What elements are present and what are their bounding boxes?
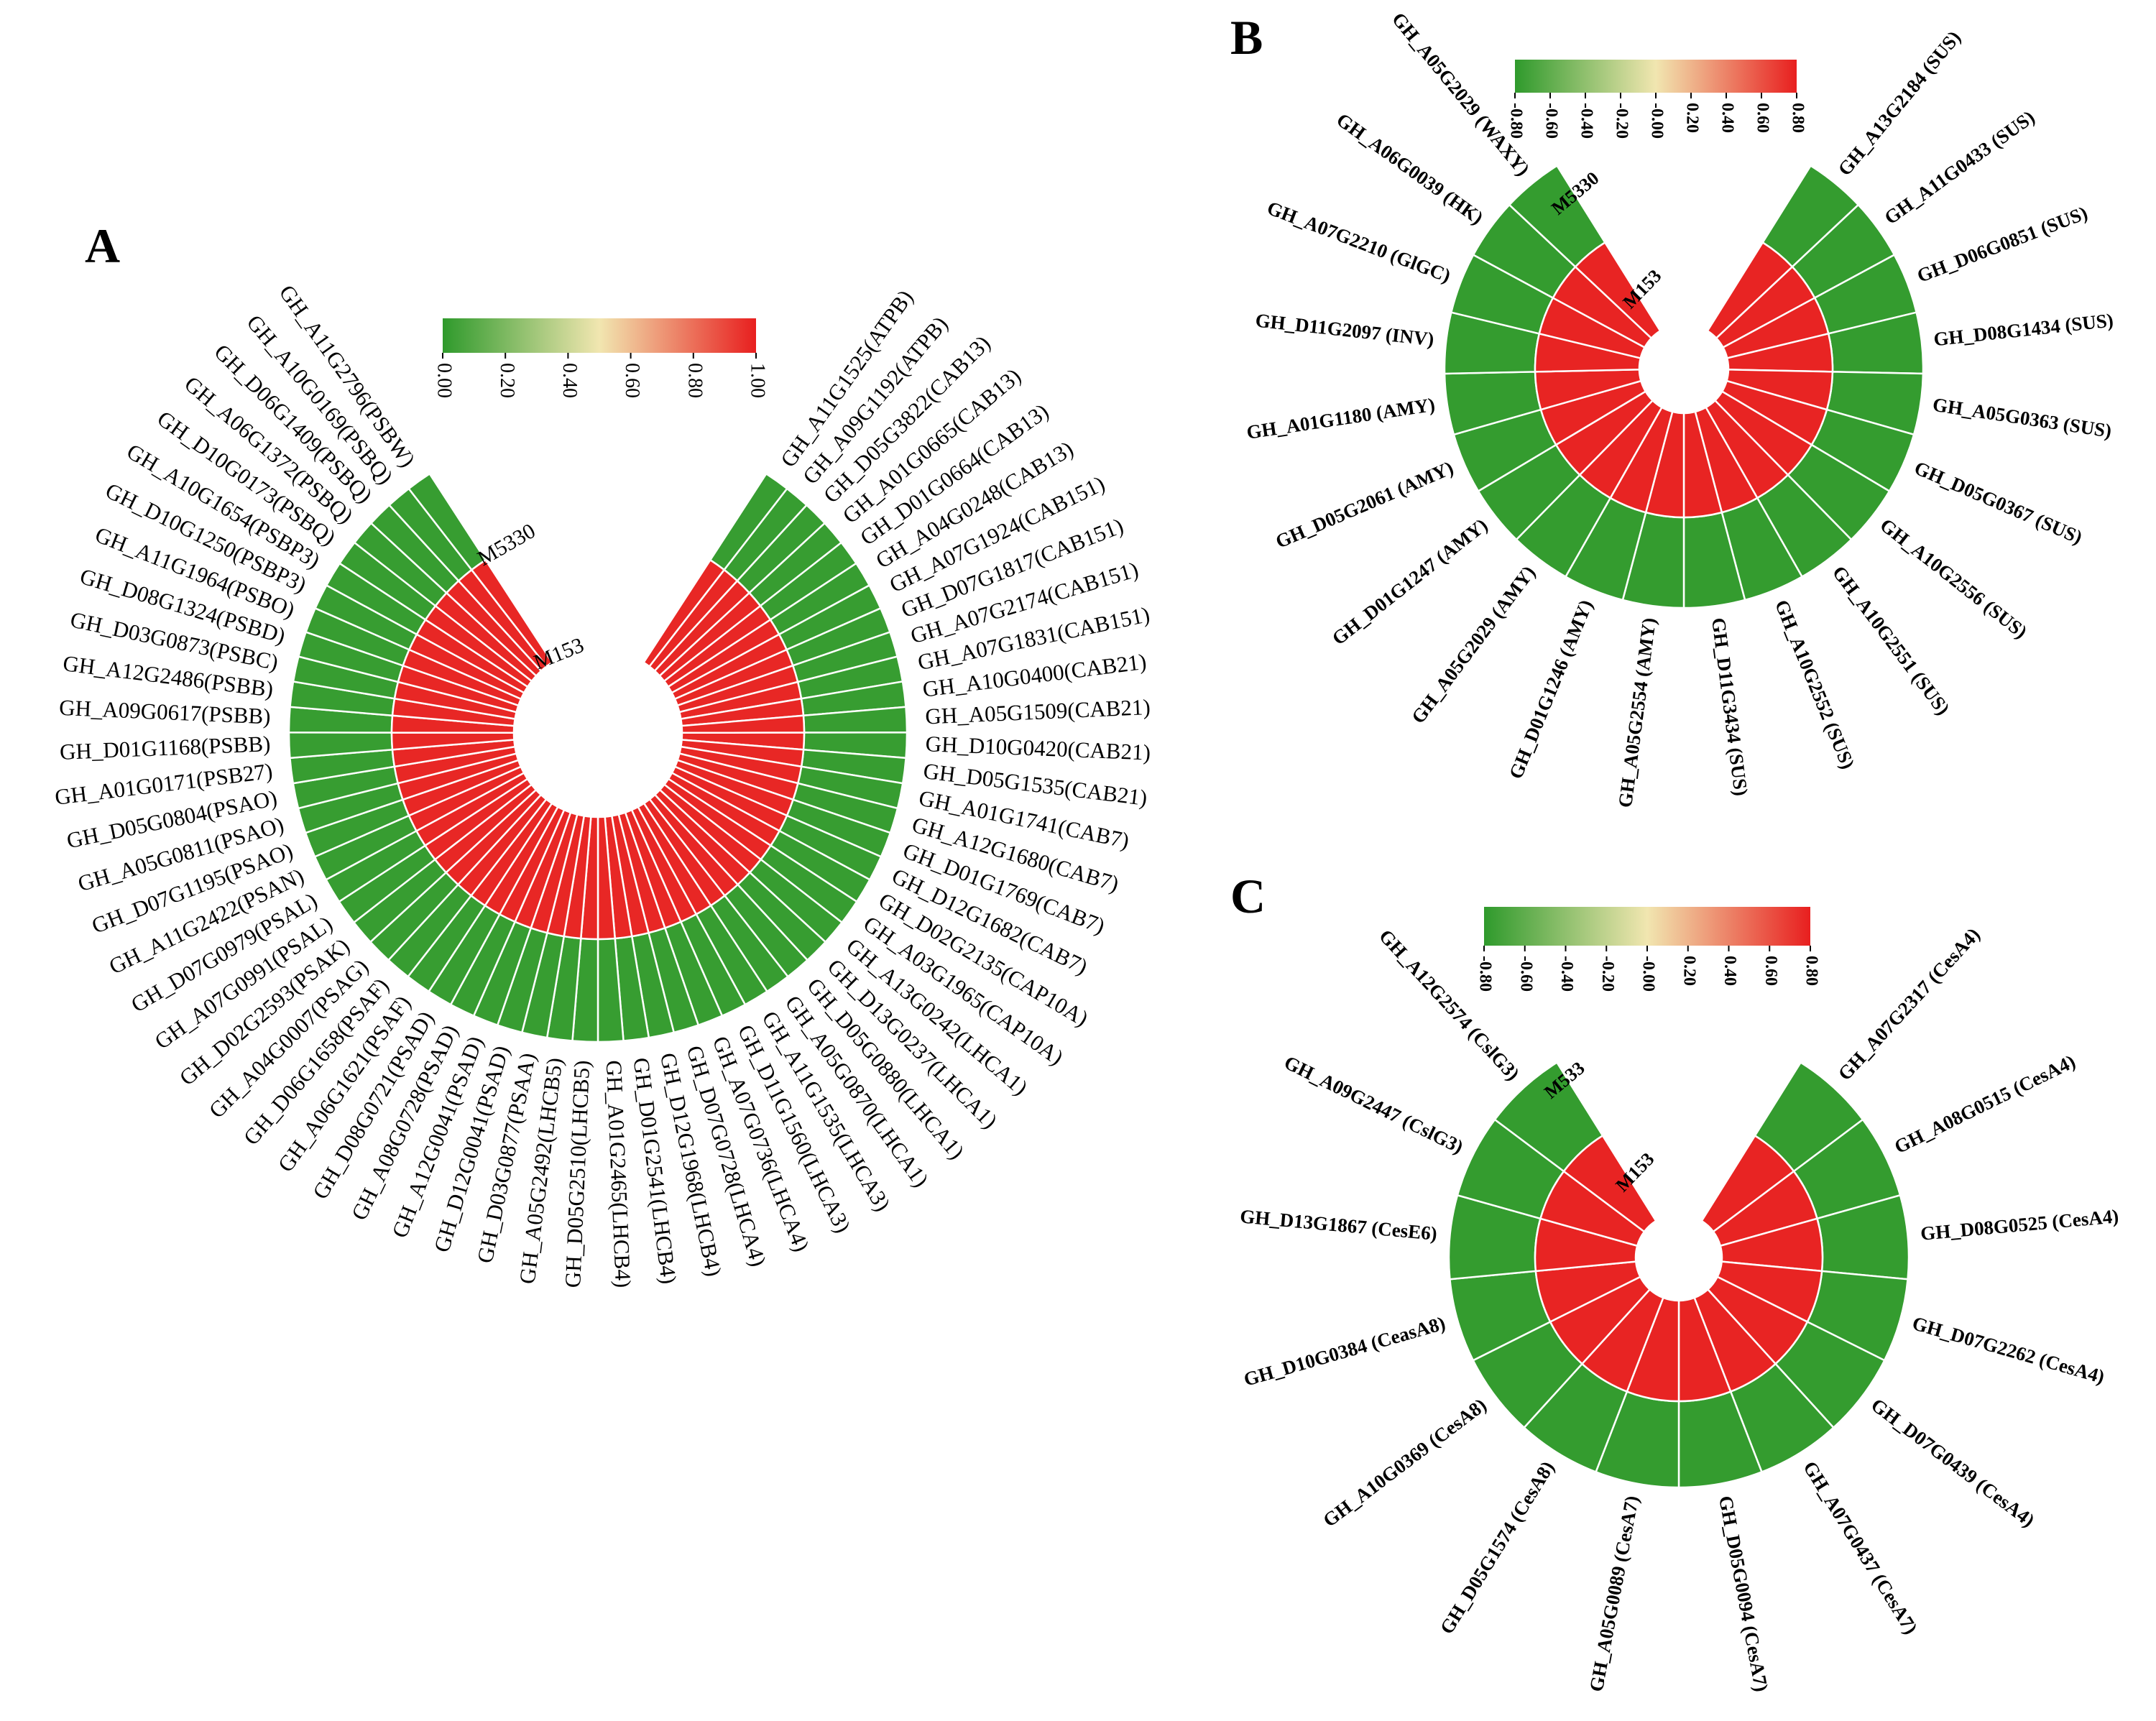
colorbar-tick-label: -0.20 xyxy=(1598,956,1617,992)
gene-label: GH_A10G2551 (SUS) xyxy=(1828,562,1954,719)
gene-label: GH_A07G2317 (CesA4) xyxy=(1834,923,1984,1084)
colorbar-tick-label: 0.20 xyxy=(1680,956,1698,986)
gene-label: GH_A10G2556 (SUS) xyxy=(1876,514,2031,642)
panel-b: B -0.80 -0.60 -0.40 -0.20 -0.00 0.20 0.40 0.60 0.… xyxy=(1230,9,2114,809)
colorbar-tick-label: -0.00 xyxy=(1647,103,1666,139)
colorbar-tick-label: 0.20 xyxy=(1682,103,1701,133)
gene-label: GH_D13G1867 (CesE6) xyxy=(1239,1205,1438,1245)
gene-label: GH_D05G2510(LHCB5) xyxy=(560,1060,594,1288)
gene-label: GH_D01G1246 (AMY) xyxy=(1505,596,1597,782)
ring-label: M5330 xyxy=(474,519,540,571)
gene-label: GH_A13G2184 (SUS) xyxy=(1833,27,1965,180)
panels-layer: A0.00 0.20 0.40 0.60 0.80 1.00 GH_A11G1525(ATP… xyxy=(53,9,2119,1694)
gene-label: GH_D10G0384 (CeasA8) xyxy=(1241,1312,1447,1390)
gene-label: GH_A05G2029 (AMY) xyxy=(1407,562,1539,728)
gene-label: GH_A01G2465(LHCB4) xyxy=(602,1060,636,1288)
gene-label: GH_A12G2574 (CslG3) xyxy=(1375,925,1524,1084)
gene-label: GH_A05G2554 (AMY) xyxy=(1614,617,1660,809)
colorbar-tick-label: -0.60 xyxy=(1542,103,1560,139)
gene-label: GH_A09G0617(PSBB) xyxy=(59,695,272,729)
colorbar-tick-label: 0.60 xyxy=(1753,103,1772,133)
gene-label: GH_D11G3434 (SUS) xyxy=(1708,617,1752,798)
cell-m153 xyxy=(470,558,554,668)
cell-m153 xyxy=(1562,1134,1657,1233)
gene-label: GH_D05G1574 (CesA8) xyxy=(1436,1457,1559,1638)
gene-label: GH_A05G0089 (CesA7) xyxy=(1585,1494,1643,1694)
colorbar-tick-label: 0.80 xyxy=(1802,956,1820,986)
gene-label: GH_A08G0515 (CesA4) xyxy=(1891,1051,2078,1158)
gene-label: GH_A07G2210 (GlGC) xyxy=(1264,197,1454,287)
colorbar-tick-label: 0.40 xyxy=(558,363,581,398)
colorbar-tick-label: 0.80 xyxy=(683,363,706,398)
gene-label: GH_D10G0420(CAB21) xyxy=(925,731,1151,765)
gene-label: GH_D08G0525 (CesA4) xyxy=(1920,1205,2119,1245)
gene-label: GH_D05G0094 (CesA7) xyxy=(1715,1494,1772,1694)
cell-m153 xyxy=(1574,241,1662,340)
colorbar-tick-label: -0.40 xyxy=(1557,956,1576,992)
gene-label: GH_D07G0439 (CesA4) xyxy=(1867,1394,2039,1531)
ring-label: M153 xyxy=(530,633,587,674)
gene-label: GH_A10G0369 (CesA8) xyxy=(1319,1394,1491,1531)
panel-letter: C xyxy=(1230,869,1266,923)
colorbar-tick-label: 0.20 xyxy=(496,363,518,398)
panel-letter: B xyxy=(1230,10,1263,65)
gene-label: GH_D06G0851 (SUS) xyxy=(1914,202,2090,287)
gene-label: GH_D01G1168(PSBB) xyxy=(59,731,271,765)
colorbar-tick-label: 0.40 xyxy=(1718,103,1736,133)
gene-label: GH_A05G1509(CAB21) xyxy=(925,694,1151,729)
colorbar-tick-label: 0.00 xyxy=(433,363,456,398)
gene-label: GH_A10G2552 (SUS) xyxy=(1771,596,1859,772)
gene-label: GH_A07G0437 (CesA7) xyxy=(1799,1457,1922,1638)
gene-label: GH_D11G2097 (INV) xyxy=(1254,310,1435,351)
gene-label: GH_A09G2447 (CslG3) xyxy=(1281,1051,1467,1158)
panel-a: A0.00 0.20 0.40 0.60 0.80 1.00 GH_A11G1525(ATP… xyxy=(53,218,1152,1288)
panel-letter: A xyxy=(85,218,120,273)
colorbar xyxy=(1515,60,1797,93)
colorbar-tick-label: -0.20 xyxy=(1612,103,1631,139)
gene-label: GH_D07G2262 (CesA4) xyxy=(1910,1312,2107,1388)
colorbar-tick-label: -0.60 xyxy=(1516,956,1535,992)
gene-label: GH_A05G0363 (SUS) xyxy=(1931,394,2113,442)
gene-label: GH_A11G0433 (SUS) xyxy=(1880,106,2038,229)
colorbar xyxy=(443,318,756,353)
colorbar xyxy=(1484,907,1810,946)
colorbar-tick-label: 0.40 xyxy=(1720,956,1739,986)
gene-label: GH_D05G0367 (SUS) xyxy=(1911,457,2086,548)
colorbar-tick-label: 0.60 xyxy=(1761,956,1780,986)
gene-label: GH_A06G0039 (HK) xyxy=(1332,109,1487,229)
gene-label: GH_D01G1247 (AMY) xyxy=(1328,514,1492,649)
colorbar-tick-label: -0.80 xyxy=(1475,956,1494,992)
gene-label: GH_D05G2061 (AMY) xyxy=(1272,457,1456,553)
gene-label: GH_D08G1434 (SUS) xyxy=(1932,309,2114,350)
colorbar-tick-label: 0.80 xyxy=(1788,103,1807,133)
colorbar-tick-label: -0.00 xyxy=(1639,956,1657,992)
colorbar-tick-label: -0.80 xyxy=(1506,103,1525,139)
gene-label: GH_A05G2029 (WAXY) xyxy=(1388,9,1534,180)
colorbar-tick-label: -0.40 xyxy=(1577,103,1595,139)
colorbar-tick-label: 0.60 xyxy=(621,363,643,398)
gene-label: GH_A01G1180 (AMY) xyxy=(1245,394,1436,443)
colorbar-tick-label: 1.00 xyxy=(747,363,769,398)
panel-c: C -0.80 -0.60 -0.40 -0.20 -0.00 0.20 0.40 0.60 0.… xyxy=(1230,869,2119,1694)
